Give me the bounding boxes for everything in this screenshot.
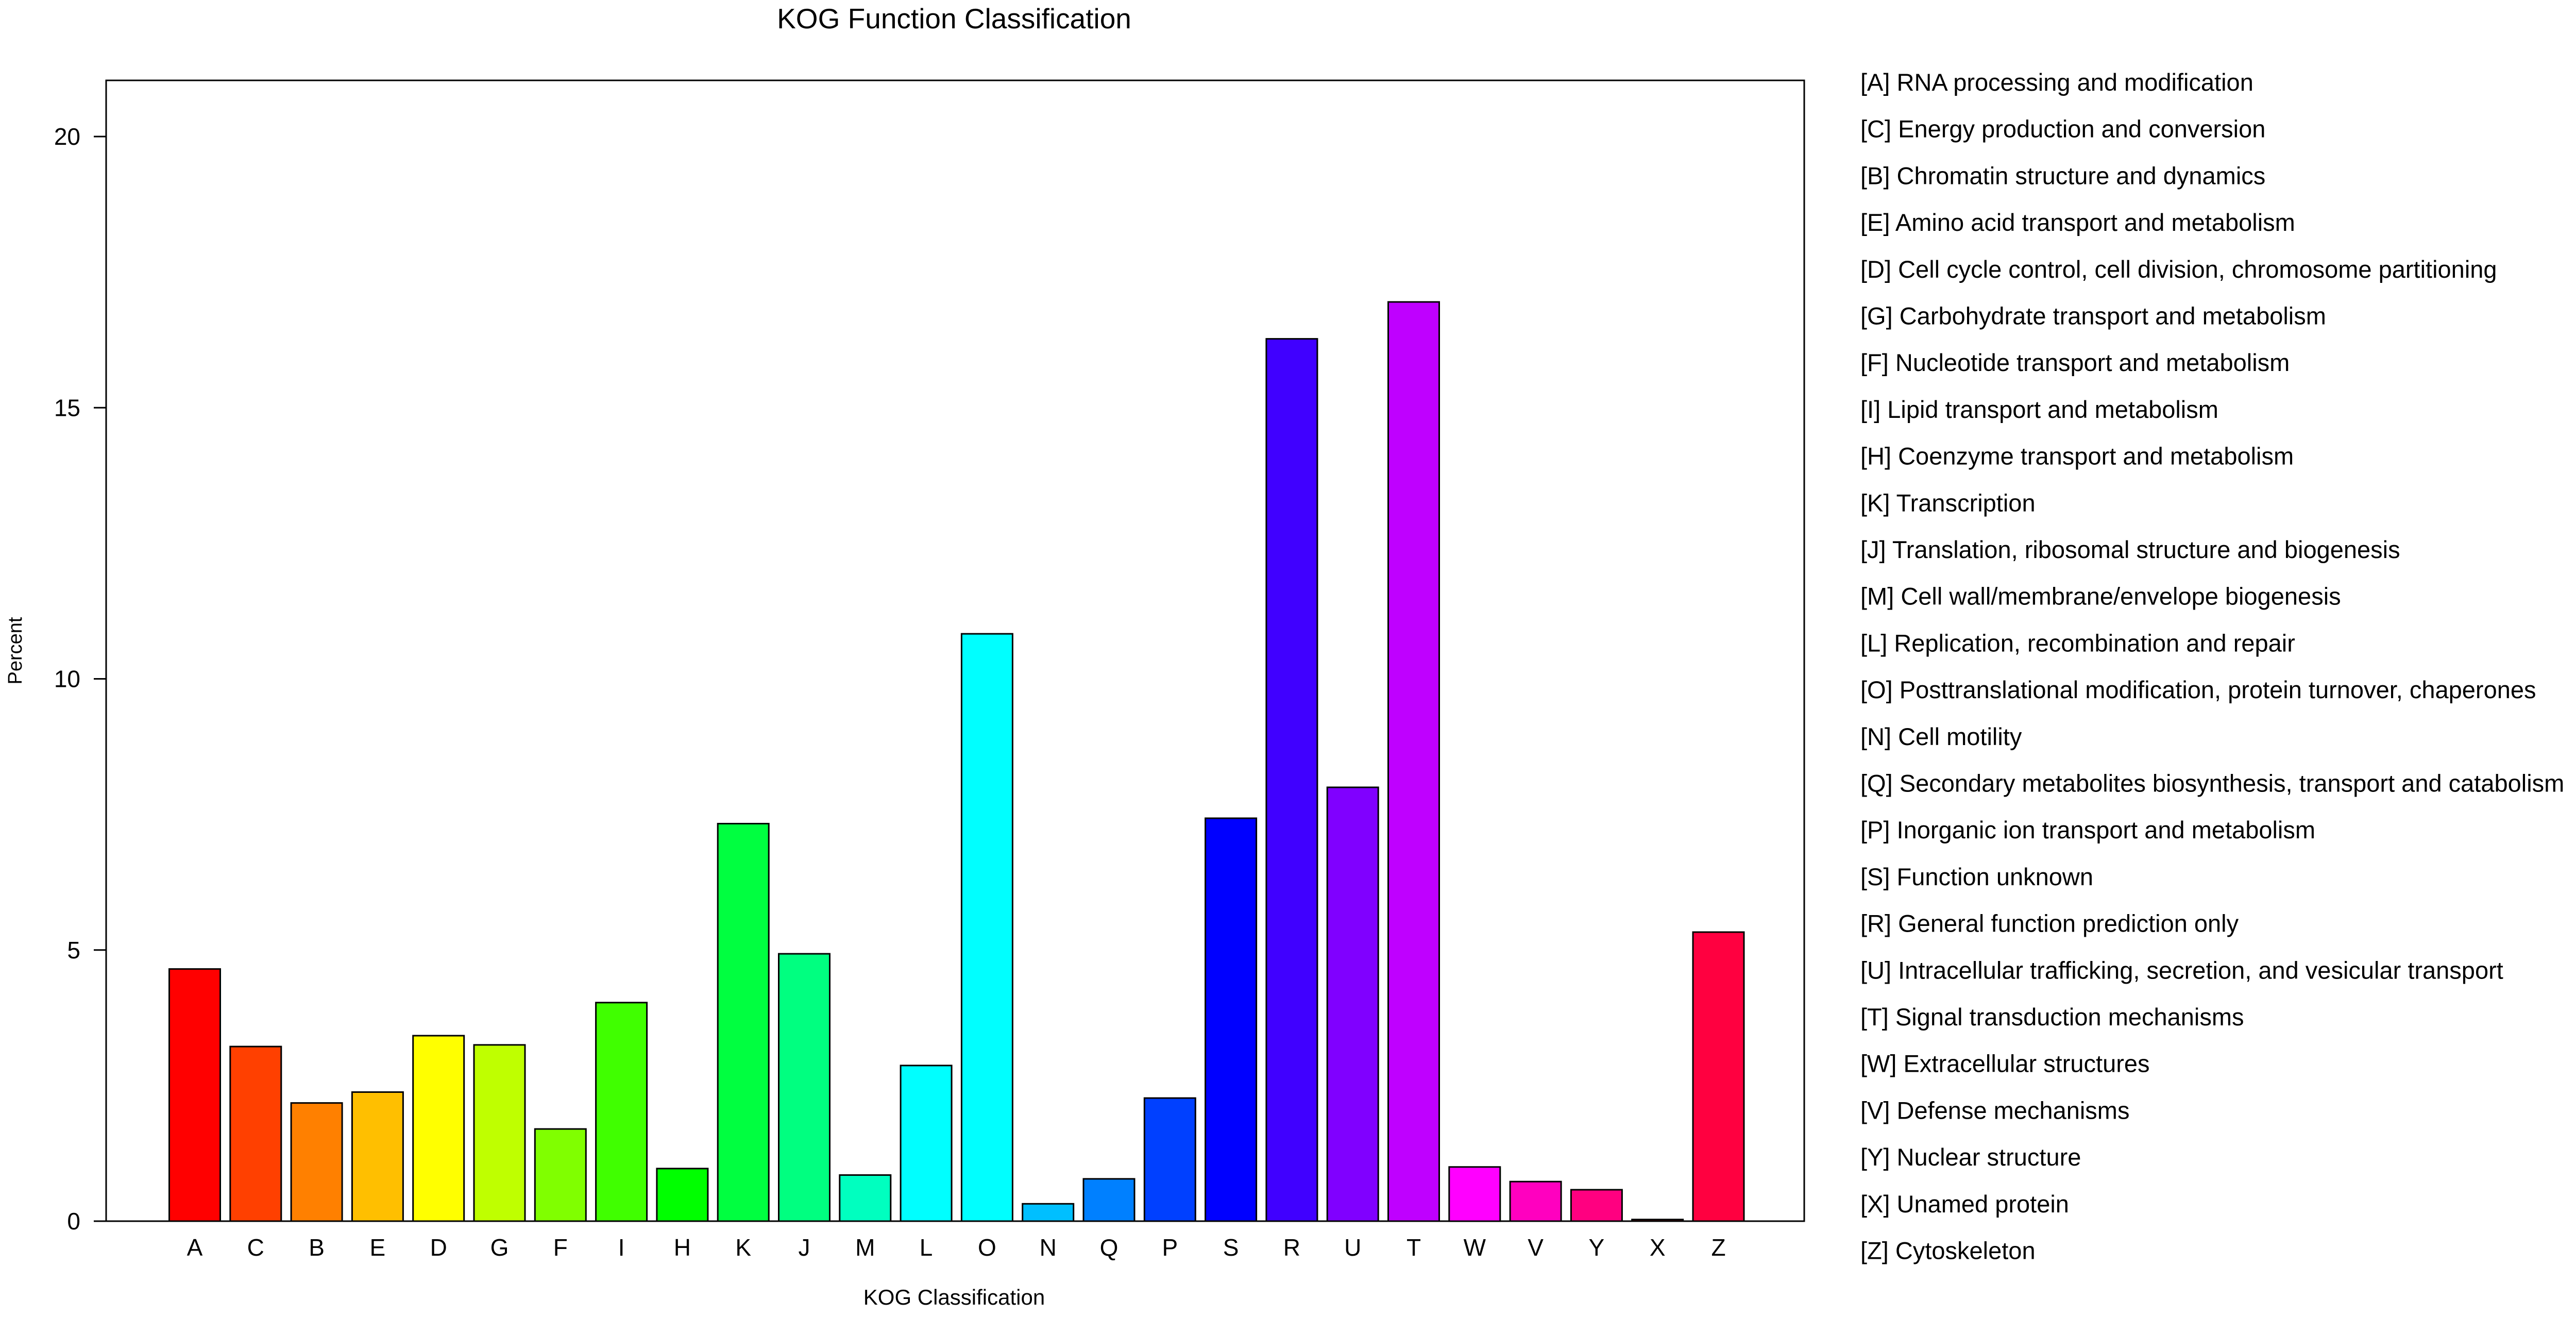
x-tick-label: B [309,1234,325,1261]
bar-n [1022,1203,1075,1222]
legend-entry: [F] Nucleotide transport and metabolism [1860,349,2290,376]
x-tick-label: P [1162,1234,1178,1261]
bar-d [412,1035,465,1222]
x-tick-label: C [247,1234,264,1261]
x-tick-label: F [553,1234,568,1261]
legend-entry: [S] Function unknown [1860,863,2093,890]
bar-q [1082,1178,1136,1222]
legend-entry: [D] Cell cycle control, cell division, c… [1860,256,2497,283]
x-tick-label: N [1040,1234,1057,1261]
legend-entry: [N] Cell motility [1860,723,2022,750]
y-tick-label: 0 [67,1208,80,1235]
y-tick-label: 5 [67,937,80,964]
legend-entry: [M] Cell wall/membrane/envelope biogenes… [1860,583,2341,610]
plot-frame [105,79,1805,1222]
bar-h [656,1168,709,1222]
x-tick-label: A [187,1234,203,1261]
bar-i [595,1002,648,1222]
y-tick-label: 15 [54,394,80,421]
x-tick-label: U [1344,1234,1361,1261]
x-tick-label: L [920,1234,933,1261]
legend-entry: [H] Coenzyme transport and metabolism [1860,443,2294,470]
bar-j [778,953,831,1222]
x-tick-label: Q [1100,1234,1118,1261]
bar-v [1509,1180,1562,1222]
legend-entry: [C] Energy production and conversion [1860,115,2265,143]
bar-s [1205,817,1258,1222]
y-tick-label: 10 [54,666,80,693]
legend-entry: [G] Carbohydrate transport and metabolis… [1860,302,2326,330]
bar-z [1692,931,1745,1222]
x-tick-label: Z [1711,1234,1725,1261]
legend-entry: [L] Replication, recombination and repai… [1860,629,2295,656]
x-tick-label: I [618,1234,625,1261]
legend-entry: [R] General function prediction only [1860,910,2239,937]
x-tick-label: K [735,1234,751,1261]
legend-entry: [U] Intracellular trafficking, secretion… [1860,956,2503,984]
bar-e [351,1091,404,1222]
bar-w [1448,1166,1501,1222]
legend-entry: [Q] Secondary metabolites biosynthesis, … [1860,770,2564,797]
legend-entry: [W] Extracellular structures [1860,1050,2150,1077]
y-axis: 0 5 10 15 20 [54,123,107,1235]
x-tick-label: S [1223,1234,1239,1261]
legend-entry: [Y] Nuclear structure [1860,1143,2081,1171]
bar-g [473,1044,526,1222]
bar-l [900,1065,953,1222]
x-tick-label: E [370,1234,386,1261]
legend-entry: [I] Lipid transport and metabolism [1860,396,2218,423]
bar-m [839,1174,892,1222]
legend-entry: [E] Amino acid transport and metabolism [1860,209,2295,236]
bars [168,301,1745,1222]
x-tick-label: T [1406,1234,1421,1261]
bar-r [1265,338,1318,1222]
legend-entry: [Z] Cytoskeleton [1860,1237,2036,1264]
x-tick-label: D [430,1234,447,1261]
bar-b [290,1102,343,1222]
bar-t [1387,301,1440,1222]
legend-entry: [J] Translation, ribosomal structure and… [1860,536,2400,563]
bar-f [534,1128,587,1222]
bar-o [960,633,1013,1222]
bar-k [717,823,770,1222]
chart-title: KOG Function Classification [777,3,1131,35]
legend-entry: [A] RNA processing and modification [1860,69,2253,96]
bar-u [1326,786,1379,1222]
bar-x [1631,1219,1684,1222]
bar-a [168,968,221,1222]
x-tick-label: X [1650,1234,1666,1261]
legend-entry: [K] Transcription [1860,489,2036,516]
y-tick-label: 20 [54,123,80,150]
legend-entry: [V] Defense mechanisms [1860,1096,2129,1124]
y-axis-label: Percent [5,617,26,684]
x-tick-label: V [1528,1234,1544,1261]
legend-entry: [B] Chromatin structure and dynamics [1860,162,2265,189]
x-tick-label: Y [1589,1234,1605,1261]
bar-p [1143,1097,1196,1222]
legend-entry: [P] Inorganic ion transport and metaboli… [1860,816,2315,843]
x-tick-label: J [799,1234,810,1261]
legend-entry: [T] Signal transduction mechanisms [1860,1003,2244,1031]
x-axis-label: KOG Classification [863,1285,1045,1309]
x-tick-label: G [490,1234,509,1261]
legend: [A] RNA processing and modification [C] E… [1860,69,2564,1264]
bar-c [229,1045,282,1222]
x-tick-label: O [978,1234,996,1261]
x-tick-label: W [1464,1234,1486,1261]
x-tick-label: M [855,1234,875,1261]
x-tick-label: H [674,1234,691,1261]
legend-entry: [O] Posttranslational modification, prot… [1860,676,2536,703]
legend-entry: [X] Unamed protein [1860,1190,2069,1218]
x-tick-label: R [1283,1234,1300,1261]
bar-y [1570,1189,1623,1222]
